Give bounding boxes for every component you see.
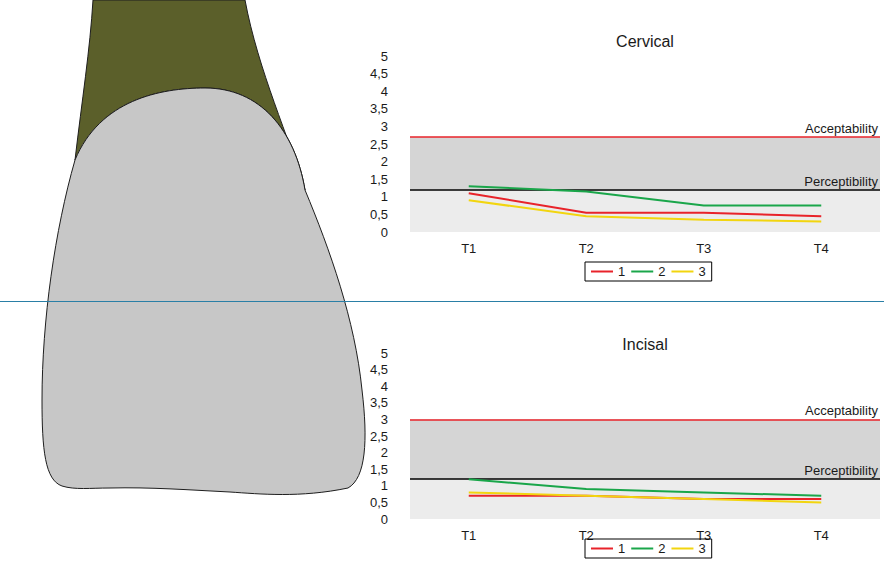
svg-text:3: 3 <box>698 264 705 279</box>
svg-text:1,5: 1,5 <box>370 462 388 477</box>
svg-text:Incisal: Incisal <box>622 336 667 353</box>
svg-text:2: 2 <box>381 445 388 460</box>
svg-text:T4: T4 <box>814 528 829 543</box>
svg-text:T1: T1 <box>461 528 476 543</box>
svg-text:3: 3 <box>698 541 705 556</box>
svg-text:Perceptibility: Perceptibility <box>804 174 878 189</box>
svg-text:T1: T1 <box>461 241 476 256</box>
svg-text:2,5: 2,5 <box>370 137 388 152</box>
svg-text:T3: T3 <box>696 241 711 256</box>
svg-text:0,5: 0,5 <box>370 207 388 222</box>
svg-text:5: 5 <box>381 49 388 64</box>
svg-text:2: 2 <box>658 541 665 556</box>
svg-text:3: 3 <box>381 412 388 427</box>
svg-text:Acceptability: Acceptability <box>805 403 878 418</box>
svg-text:1: 1 <box>618 264 625 279</box>
svg-text:4: 4 <box>381 379 388 394</box>
svg-text:T4: T4 <box>814 241 829 256</box>
svg-text:4,5: 4,5 <box>370 362 388 377</box>
svg-text:Cervical: Cervical <box>616 33 674 50</box>
svg-text:T2: T2 <box>578 528 594 543</box>
svg-text:4,5: 4,5 <box>370 66 388 81</box>
svg-text:1: 1 <box>381 478 388 493</box>
svg-text:4: 4 <box>381 84 388 99</box>
svg-text:T3: T3 <box>696 528 712 543</box>
svg-text:0: 0 <box>381 225 388 240</box>
svg-text:0,5: 0,5 <box>370 495 388 510</box>
svg-text:5: 5 <box>381 346 388 361</box>
svg-text:3,5: 3,5 <box>370 101 388 116</box>
svg-text:Perceptibility: Perceptibility <box>804 463 878 478</box>
svg-text:Acceptability: Acceptability <box>805 121 878 136</box>
svg-text:2,5: 2,5 <box>370 429 388 444</box>
svg-text:1: 1 <box>618 541 625 556</box>
svg-text:3,5: 3,5 <box>370 395 388 410</box>
svg-text:3: 3 <box>381 119 388 134</box>
svg-text:T2: T2 <box>579 241 594 256</box>
svg-text:2: 2 <box>658 264 665 279</box>
svg-text:1: 1 <box>381 189 388 204</box>
svg-text:0: 0 <box>381 512 388 527</box>
svg-text:1,5: 1,5 <box>370 172 388 187</box>
svg-text:2: 2 <box>381 154 388 169</box>
